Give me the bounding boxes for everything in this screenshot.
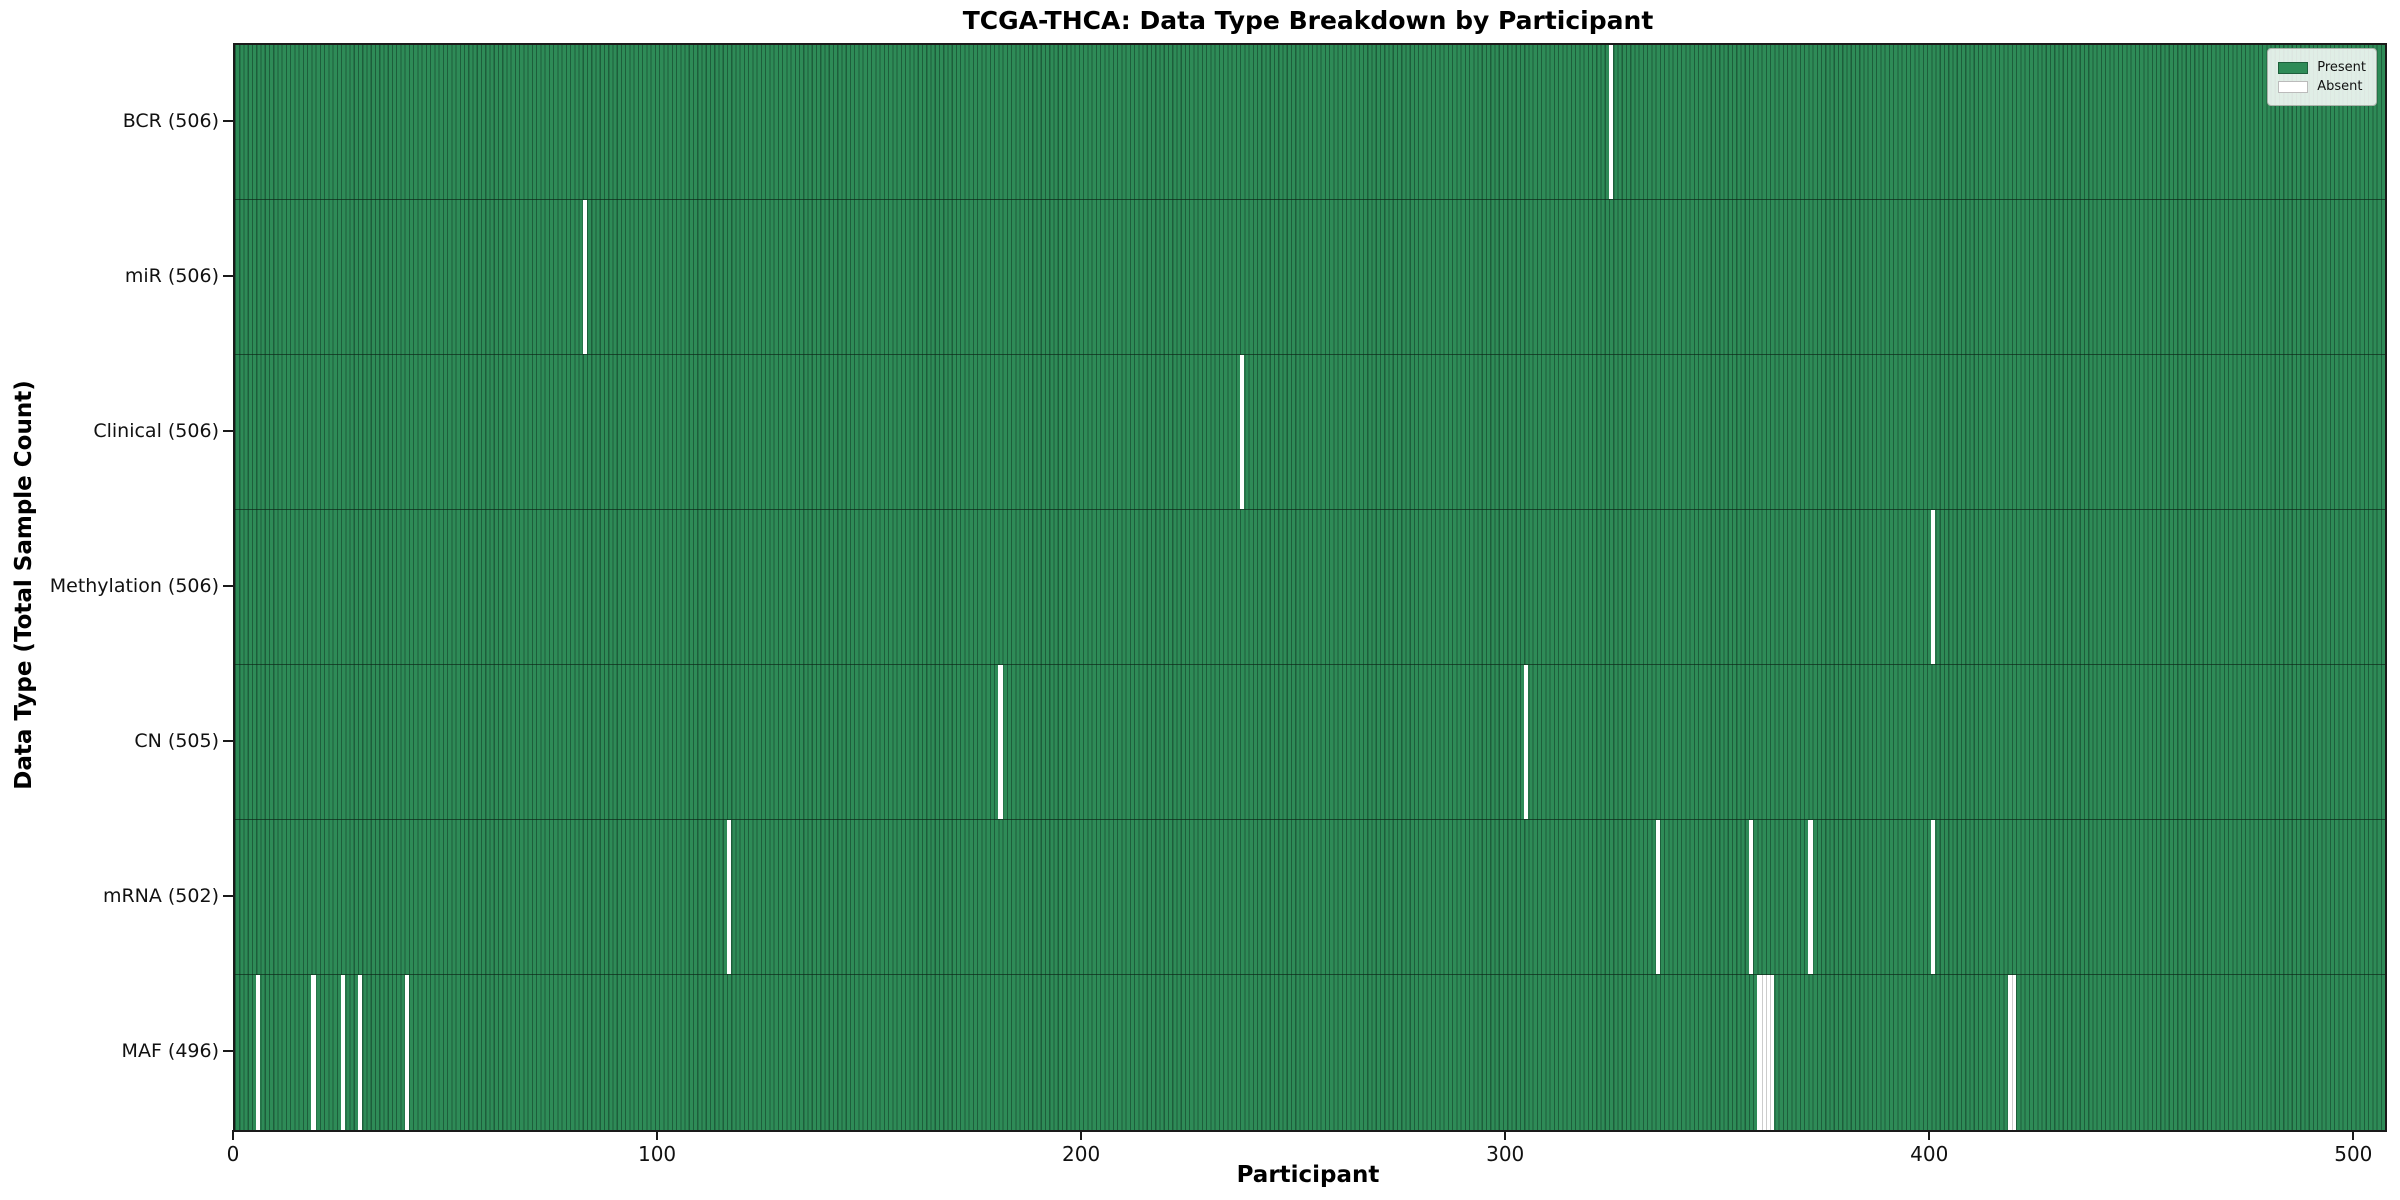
row-mrna <box>235 820 2385 975</box>
absent-gap <box>582 200 587 354</box>
x-tick-mark <box>232 1130 234 1140</box>
x-tick-mark <box>1080 1130 1083 1140</box>
row-clinical <box>235 355 2385 510</box>
legend-label-absent: Absent <box>2317 79 2363 94</box>
absent-gap <box>1765 975 1771 1130</box>
y-tick-mark <box>223 739 233 742</box>
absent-gap <box>1608 45 1614 199</box>
absent-gap <box>1655 820 1660 974</box>
y-tick-mark <box>223 584 233 587</box>
y-tick-mark <box>223 1049 233 1052</box>
absent-gap <box>1748 820 1754 974</box>
y-tick-mark <box>223 274 233 277</box>
y-axis-title: Data Type (Total Sample Count) <box>11 380 37 790</box>
y-tick-label: CN (505) <box>134 729 219 752</box>
x-tick-label: 500 <box>2334 1142 2373 1166</box>
absent-gap <box>1761 975 1766 1130</box>
absent-gap <box>726 820 732 974</box>
legend-entry-present: Present <box>2278 60 2366 75</box>
legend-swatch-absent <box>2278 80 2309 93</box>
x-tick-mark <box>1504 1130 1507 1140</box>
y-tick-label: MAF (496) <box>121 1039 219 1062</box>
absent-gap <box>357 975 363 1130</box>
y-tick-label: Clinical (506) <box>93 419 219 442</box>
row-cn <box>235 665 2385 820</box>
row-methylation <box>235 510 2385 665</box>
x-tick-label: 400 <box>1910 1142 1949 1166</box>
y-tick-mark <box>223 894 233 897</box>
absent-gap <box>2007 975 2012 1130</box>
x-tick-label: 100 <box>637 1142 677 1166</box>
x-tick-mark <box>1928 1130 1931 1140</box>
absent-gap <box>1931 820 1936 974</box>
absent-gap <box>1770 975 1775 1130</box>
legend-entry-absent: Absent <box>2278 79 2366 94</box>
absent-gap <box>1808 820 1813 974</box>
y-tick-label: BCR (506) <box>122 109 219 132</box>
y-tick-label: Methylation (506) <box>49 574 219 597</box>
absent-gap <box>1240 355 1245 509</box>
y-tick-label: miR (506) <box>124 264 219 287</box>
absent-gap <box>2011 975 2017 1130</box>
x-tick-label: 300 <box>1486 1142 1525 1166</box>
y-tick-mark <box>223 429 233 432</box>
absent-gap <box>341 975 346 1130</box>
absent-gap <box>404 975 409 1130</box>
row-maf <box>235 975 2385 1130</box>
absent-gap <box>256 975 261 1130</box>
x-tick-label: 0 <box>226 1142 240 1166</box>
x-tick-label: 200 <box>1062 1142 1101 1166</box>
legend: Present Absent <box>2267 48 2377 106</box>
plot-area <box>233 43 2387 1132</box>
row-mir <box>235 200 2385 355</box>
x-tick-mark <box>2352 1130 2355 1140</box>
absent-gap <box>998 665 1003 819</box>
absent-gap <box>1524 665 1529 819</box>
legend-swatch-present <box>2278 61 2309 74</box>
x-axis-title: Participant <box>1236 1162 1380 1188</box>
chart-title: TCGA-THCA: Data Type Breakdown by Partic… <box>962 6 1654 35</box>
y-tick-mark <box>223 119 233 122</box>
legend-label-present: Present <box>2317 60 2366 75</box>
y-tick-label: mRNA (502) <box>102 884 219 907</box>
absent-gap <box>1931 510 1936 664</box>
row-bcr <box>235 45 2385 200</box>
absent-gap <box>1757 975 1762 1130</box>
x-tick-mark <box>656 1130 659 1140</box>
absent-gap <box>311 975 316 1130</box>
